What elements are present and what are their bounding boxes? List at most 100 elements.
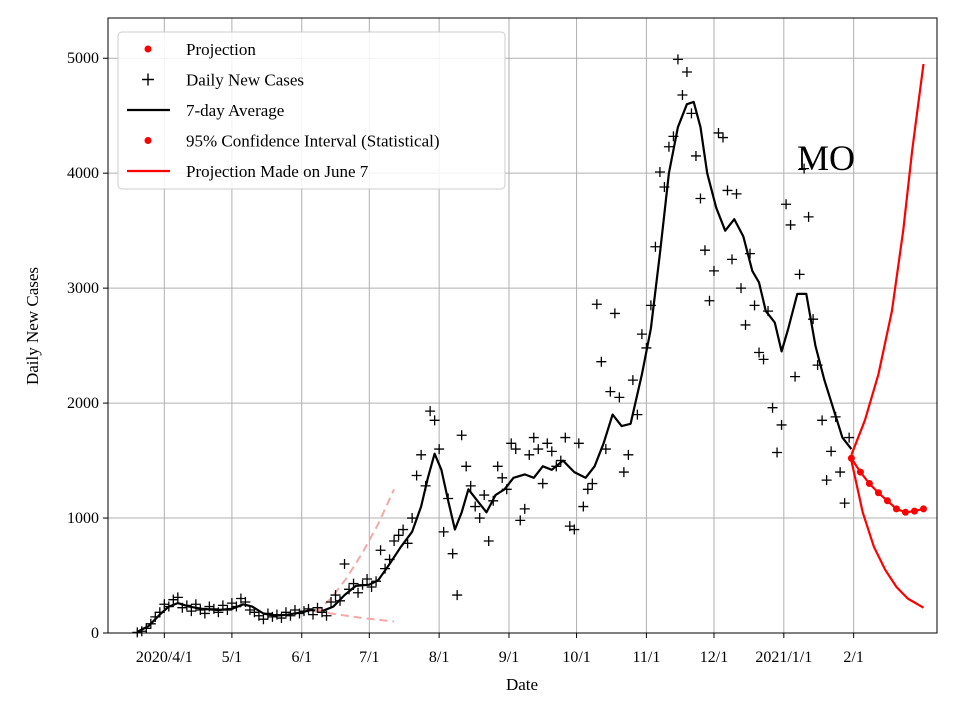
daily-case-point — [519, 503, 530, 514]
daily-case-point — [632, 409, 643, 420]
daily-case-point — [546, 446, 557, 457]
daily-case-point — [501, 484, 512, 495]
daily-case-point — [276, 613, 287, 624]
daily-case-point — [461, 461, 472, 472]
daily-case-point — [740, 319, 751, 330]
daily-case-point — [425, 406, 436, 417]
daily-case-point — [344, 584, 355, 595]
daily-case-point — [474, 513, 485, 524]
daily-case-point — [465, 480, 476, 491]
daily-case-point — [204, 601, 215, 612]
daily-case-point — [591, 299, 602, 310]
x-tick-label: 2021/1/1 — [755, 649, 812, 666]
daily-case-point — [808, 314, 819, 325]
y-tick-label: 1000 — [67, 510, 99, 527]
daily-case-point — [542, 438, 553, 449]
daily-case-point — [713, 127, 724, 138]
y-tick-label: 3000 — [67, 280, 99, 297]
x-tick-label: 2/1 — [843, 649, 863, 666]
daily-case-point — [181, 600, 192, 611]
projection-point — [874, 489, 882, 497]
y-tick-label: 5000 — [67, 50, 99, 67]
daily-case-point — [650, 241, 661, 252]
daily-case-point — [380, 563, 391, 574]
daily-case-point — [303, 603, 314, 614]
legend-marker-95-confidence-interval-statistical — [144, 137, 152, 144]
daily-case-point — [506, 438, 517, 449]
daily-case-point — [727, 254, 738, 265]
daily-case-point — [659, 181, 670, 192]
daily-case-point — [456, 430, 467, 441]
daily-case-point — [677, 90, 688, 101]
daily-case-point — [362, 573, 373, 584]
daily-case-point — [785, 219, 796, 230]
daily-case-point — [826, 446, 837, 457]
daily-case-point — [470, 501, 481, 512]
daily-case-point — [704, 295, 715, 306]
daily-case-point — [551, 461, 562, 472]
daily-case-point — [393, 530, 404, 541]
daily-case-point — [371, 576, 382, 587]
x-tick-label: 2020/4/1 — [136, 649, 193, 666]
daily-case-point — [267, 611, 278, 622]
daily-case-point — [699, 245, 710, 256]
daily-case-point — [231, 601, 242, 612]
daily-case-point — [141, 623, 152, 634]
daily-case-point — [398, 524, 409, 535]
daily-case-point — [443, 493, 454, 504]
daily-case-point — [533, 444, 544, 455]
daily-case-point — [524, 449, 535, 460]
daily-case-point — [555, 455, 566, 466]
daily-case-point — [353, 587, 364, 598]
daily-case-point — [812, 360, 823, 371]
projection-point — [892, 505, 900, 513]
daily-case-point — [731, 188, 742, 199]
daily-case-point — [749, 300, 760, 311]
daily-case-point — [438, 526, 449, 537]
projection-point — [901, 508, 909, 516]
daily-case-point — [416, 449, 427, 460]
daily-case-point — [307, 609, 318, 620]
daily-case-point — [389, 536, 400, 547]
daily-case-point — [736, 283, 747, 294]
daily-case-point — [240, 596, 251, 607]
daily-case-point — [844, 432, 855, 443]
daily-case-point — [154, 607, 165, 618]
daily-case-point — [285, 610, 296, 621]
daily-case-point — [168, 594, 179, 605]
daily-case-point — [483, 536, 494, 547]
daily-case-point — [384, 554, 395, 565]
daily-case-point — [645, 300, 656, 311]
daily-case-point — [758, 354, 769, 365]
daily-case-point — [672, 54, 683, 65]
daily-case-point — [830, 411, 841, 422]
daily-case-point — [321, 610, 332, 621]
daily-case-point — [614, 392, 625, 403]
y-tick-label: 0 — [91, 625, 99, 642]
daily-case-point — [452, 590, 463, 601]
daily-case-point — [695, 193, 706, 204]
legend-marker-projection — [144, 45, 152, 53]
daily-case-point — [434, 444, 445, 455]
legend-marker-daily-new-cases — [142, 73, 154, 86]
daily-case-point — [339, 559, 350, 570]
daily-case-point — [145, 618, 156, 629]
daily-case-point — [573, 438, 584, 449]
plot-frame — [107, 17, 938, 634]
projection-point — [910, 507, 918, 515]
daily-case-point — [582, 484, 593, 495]
daily-case-point — [447, 548, 458, 559]
daily-case-point — [776, 419, 787, 430]
daily-case-point — [330, 590, 341, 601]
daily-case-point — [772, 447, 783, 458]
daily-case-point — [172, 592, 183, 603]
daily-case-point — [821, 475, 832, 486]
daily-case-point — [199, 608, 210, 619]
daily-case-point — [839, 498, 850, 509]
y-axis-label: Daily New Cases — [23, 267, 42, 385]
daily-case-point — [609, 308, 620, 319]
legend-label: Daily New Cases — [186, 71, 304, 90]
x-tick-label: 10/1 — [562, 649, 590, 666]
daily-case-point — [627, 375, 638, 386]
